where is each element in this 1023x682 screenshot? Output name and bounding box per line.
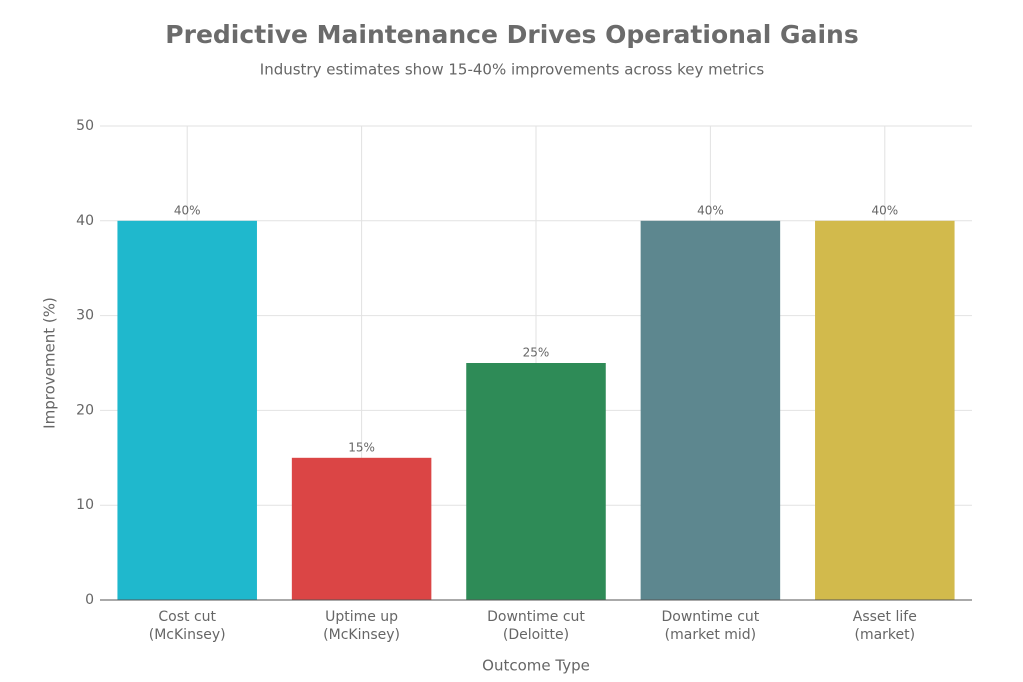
- chart-title: Predictive Maintenance Drives Operationa…: [165, 20, 858, 49]
- x-tick-label: Cost cut: [158, 609, 216, 625]
- y-tick-label: 0: [85, 592, 94, 608]
- x-axis-label: Outcome Type: [482, 657, 590, 675]
- bar: [640, 220, 781, 601]
- y-axis-label: Improvement (%): [41, 297, 59, 429]
- x-tick-label: Downtime cut: [487, 609, 585, 625]
- x-tick-label: (McKinsey): [149, 627, 226, 643]
- x-tick-label: Downtime cut: [661, 609, 759, 625]
- x-tick-label: (market mid): [665, 627, 756, 643]
- x-tick-label: (McKinsey): [323, 627, 400, 643]
- y-tick-label: 10: [76, 497, 94, 513]
- y-tick-label: 30: [76, 308, 94, 324]
- value-label: 40%: [174, 203, 201, 217]
- bar: [466, 363, 606, 600]
- value-label: 40%: [697, 203, 724, 217]
- x-tick-label: (market): [854, 627, 915, 643]
- bar: [815, 220, 955, 601]
- y-tick-label: 50: [76, 118, 94, 134]
- x-tick-label: (Deloitte): [503, 627, 569, 643]
- value-label: 15%: [348, 440, 375, 454]
- y-tick-label: 40: [76, 213, 94, 229]
- x-tick-label: Uptime up: [325, 609, 398, 625]
- y-tick-label: 20: [76, 402, 94, 418]
- bar: [291, 457, 432, 600]
- value-label: 40%: [871, 203, 898, 217]
- bar: [117, 220, 257, 601]
- value-label: 25%: [523, 346, 550, 360]
- chart-subtitle: Industry estimates show 15-40% improveme…: [260, 61, 765, 79]
- x-tick-label: Asset life: [853, 609, 917, 625]
